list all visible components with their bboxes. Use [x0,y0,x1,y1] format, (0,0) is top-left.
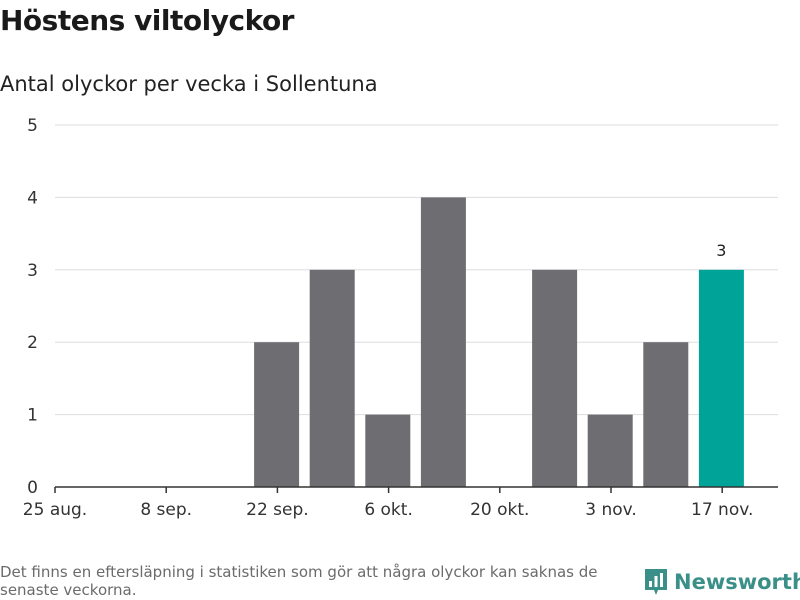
bar [532,269,578,487]
x-tick-label: 22 sep. [246,500,309,520]
bar [587,414,633,487]
chart-subtitle: Antal olyckor per vecka i Sollentuna [0,72,378,96]
bar-chart: 0 1 2 3 4 5 3 25 aug. 8 sep. 22 sep. 6 okt. 20 okt.… [23,116,778,520]
x-tick-label: 6 okt. [364,500,413,520]
bar-chart-logo-icon [645,569,667,595]
y-tick-label: 5 [27,116,38,136]
x-tick-label: 20 okt. [470,500,529,520]
bar [643,342,689,487]
y-tick-label: 3 [27,261,38,281]
data-label: 3 [716,241,726,260]
brand-name: Newsworthy [674,570,800,594]
x-tick-label: 3 nov. [585,500,637,520]
bar [365,414,411,487]
bar [420,197,466,487]
y-tick-label: 4 [27,188,38,208]
brand-logo: Newsworthy [644,568,800,596]
x-tick-label: 17 nov. [691,500,753,520]
y-tick-label: 0 [27,478,38,498]
x-tick-label: 25 aug. [23,500,87,520]
footnote: Det finns en eftersläpning i statistiken… [0,563,598,599]
y-tick-label: 1 [27,406,38,426]
bar [309,269,355,487]
chart-title: Höstens viltolyckor [0,4,295,37]
x-tick-label: 8 sep. [140,500,192,520]
bar-highlight [698,269,744,487]
bar [254,342,300,487]
y-tick-label: 2 [27,333,38,353]
